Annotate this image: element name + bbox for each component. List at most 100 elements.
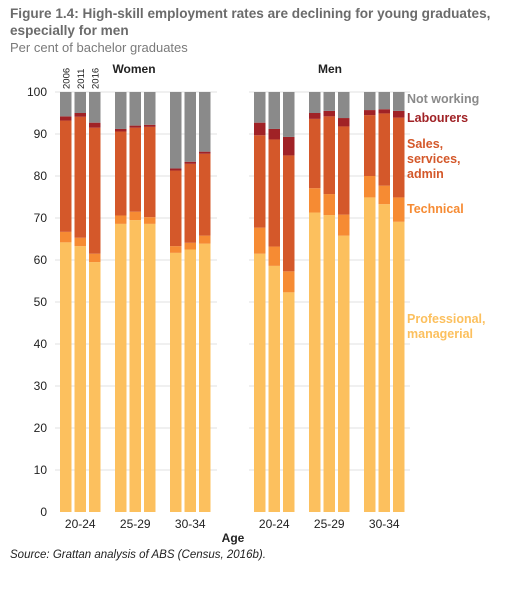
legend-label-sales-services-admin: services,	[407, 152, 461, 166]
legend-label-sales-services-admin: admin	[407, 167, 444, 181]
bar-men-25-29-2011-labourers	[323, 110, 335, 117]
bar-women-20-24-2011-professional-managerial	[74, 246, 86, 512]
year-label-2011: 2011	[76, 69, 87, 89]
legend-label-sales-services-admin: Sales,	[407, 137, 443, 151]
figure-source: Source: Grattan analysis of ABS (Census,…	[10, 549, 266, 561]
bar-men-30-34-2006-professional-managerial	[364, 197, 376, 513]
bar-men-30-34-2006-not-working	[364, 92, 376, 111]
bar-women-30-34-2016-not-working	[199, 92, 211, 152]
bar-women-25-29-2016-technical	[144, 217, 156, 224]
x-tick-label: 30-34	[369, 517, 400, 531]
legend-label-professional-managerial: Professional,	[407, 312, 486, 326]
bar-women-25-29-2011-not-working	[129, 92, 141, 126]
bar-women-30-34-2006-labourers	[170, 168, 182, 171]
x-tick-label: 20-24	[259, 517, 290, 531]
bar-men-30-34-2016-not-working	[393, 92, 405, 111]
legend-label-professional-managerial: managerial	[407, 327, 473, 341]
bar-women-20-24-2016-labourers	[89, 122, 101, 128]
bar-women-30-34-2011-labourers	[184, 161, 196, 164]
bar-women-20-24-2016-professional-managerial	[89, 262, 101, 512]
bar-men-25-29-2016-labourers	[338, 118, 350, 127]
legend-label-labourers: Labourers	[407, 111, 468, 125]
bar-men-30-34-2006-labourers	[364, 110, 376, 116]
bar-women-25-29-2006-labourers	[115, 128, 127, 132]
bar-men-30-34-2006-sales-services-admin	[364, 115, 376, 176]
bar-men-25-29-2011-professional-managerial	[323, 215, 335, 512]
bar-men-30-34-2006-technical	[364, 176, 376, 198]
bar-women-30-34-2006-sales-services-admin	[170, 170, 182, 247]
bar-men-20-24-2011-technical	[268, 246, 280, 266]
bar-women-25-29-2016-sales-services-admin	[144, 126, 156, 218]
bar-men-20-24-2011-sales-services-admin	[268, 139, 280, 247]
y-tick-label: 30	[34, 379, 48, 393]
x-tick-label: 20-24	[65, 517, 96, 531]
y-tick-label: 20	[34, 421, 48, 435]
legend-label-technical: Technical	[407, 202, 464, 216]
bar-women-30-34-2011-professional-managerial	[184, 249, 196, 512]
x-tick-label: 30-34	[175, 517, 206, 531]
bar-women-30-34-2006-technical	[170, 246, 182, 253]
panel-labels: Women Men	[112, 62, 342, 76]
figure-subtitle: Per cent of bachelor graduates	[10, 40, 188, 55]
bar-women-30-34-2006-professional-managerial	[170, 252, 182, 513]
bar-women-25-29-2006-professional-managerial	[115, 223, 127, 512]
y-axis: 0 10 20 30 40 50 60 70 80 90 100	[27, 85, 47, 519]
bar-men-20-24-2006-professional-managerial	[254, 253, 266, 512]
bar-men-20-24-2011-professional-managerial	[268, 265, 280, 512]
bar-men-25-29-2006-labourers	[309, 113, 321, 119]
bar-women-20-24-2011-labourers	[74, 113, 86, 117]
y-tick-label: 100	[27, 85, 47, 99]
y-tick-label: 60	[34, 253, 48, 267]
bar-men-20-24-2011-labourers	[268, 128, 280, 140]
figure-title: Figure 1.4: High-skill employment rates …	[10, 6, 491, 38]
y-tick-label: 80	[34, 169, 48, 183]
bar-women-25-29-2006-sales-services-admin	[115, 131, 127, 216]
y-tick-label: 0	[40, 505, 47, 519]
bar-men-20-24-2016-labourers	[283, 136, 295, 156]
panel-label-men: Men	[318, 62, 342, 76]
x-axis-title: Age	[222, 531, 245, 545]
bar-men-20-24-2011-not-working	[268, 92, 280, 129]
bar-men-30-34-2016-technical	[393, 197, 405, 222]
bar-women-30-34-2016-labourers	[199, 151, 211, 154]
bar-men-25-29-2006-not-working	[309, 92, 321, 113]
bar-men-30-34-2016-labourers	[393, 110, 405, 118]
bar-men-30-34-2016-professional-managerial	[393, 221, 405, 512]
y-tick-label: 10	[34, 463, 48, 477]
bar-women-30-34-2011-sales-services-admin	[184, 163, 196, 243]
bar-men-20-24-2016-sales-services-admin	[283, 155, 295, 272]
bar-men-30-34-2011-professional-managerial	[378, 204, 390, 512]
bar-women-25-29-2016-professional-managerial	[144, 223, 156, 512]
year-labels: 2006 2011 2016	[61, 68, 101, 89]
x-axis: 20-24 25-29 30-34 20-24 25-29 30-34 Age	[65, 517, 400, 545]
bar-men-25-29-2006-sales-services-admin	[309, 118, 321, 189]
bar-men-30-34-2011-technical	[378, 185, 390, 205]
bar-men-20-24-2016-technical	[283, 271, 295, 293]
y-tick-label: 70	[34, 211, 48, 225]
bar-women-20-24-2006-technical	[60, 231, 72, 243]
bar-men-25-29-2006-professional-managerial	[309, 212, 321, 513]
bar-women-20-24-2016-technical	[89, 253, 101, 263]
bar-women-25-29-2006-not-working	[115, 92, 127, 129]
year-label-2006: 2006	[61, 68, 72, 89]
bar-women-25-29-2011-labourers	[129, 125, 141, 128]
bar-men-25-29-2016-not-working	[338, 92, 350, 119]
legend: Professional,managerial Technical Sales,se…	[407, 92, 486, 341]
y-tick-label: 40	[34, 337, 48, 351]
bar-men-25-29-2016-sales-services-admin	[338, 126, 350, 215]
bar-men-20-24-2006-labourers	[254, 122, 266, 136]
bar-women-30-34-2011-technical	[184, 242, 196, 250]
bar-women-20-24-2016-not-working	[89, 92, 101, 123]
bar-women-20-24-2006-professional-managerial	[60, 242, 72, 513]
bar-men-30-34-2011-sales-services-admin	[378, 113, 390, 186]
y-tick-label: 90	[34, 127, 48, 141]
gridlines	[55, 91, 410, 471]
bar-women-25-29-2011-technical	[129, 211, 141, 221]
bar-women-30-34-2006-not-working	[170, 92, 182, 169]
bar-men-30-34-2016-sales-services-admin	[393, 117, 405, 198]
bar-women-30-34-2016-professional-managerial	[199, 243, 211, 512]
bar-women-30-34-2011-not-working	[184, 92, 196, 162]
bar-women-20-24-2016-sales-services-admin	[89, 127, 101, 254]
bar-women-25-29-2016-labourers	[144, 124, 156, 127]
